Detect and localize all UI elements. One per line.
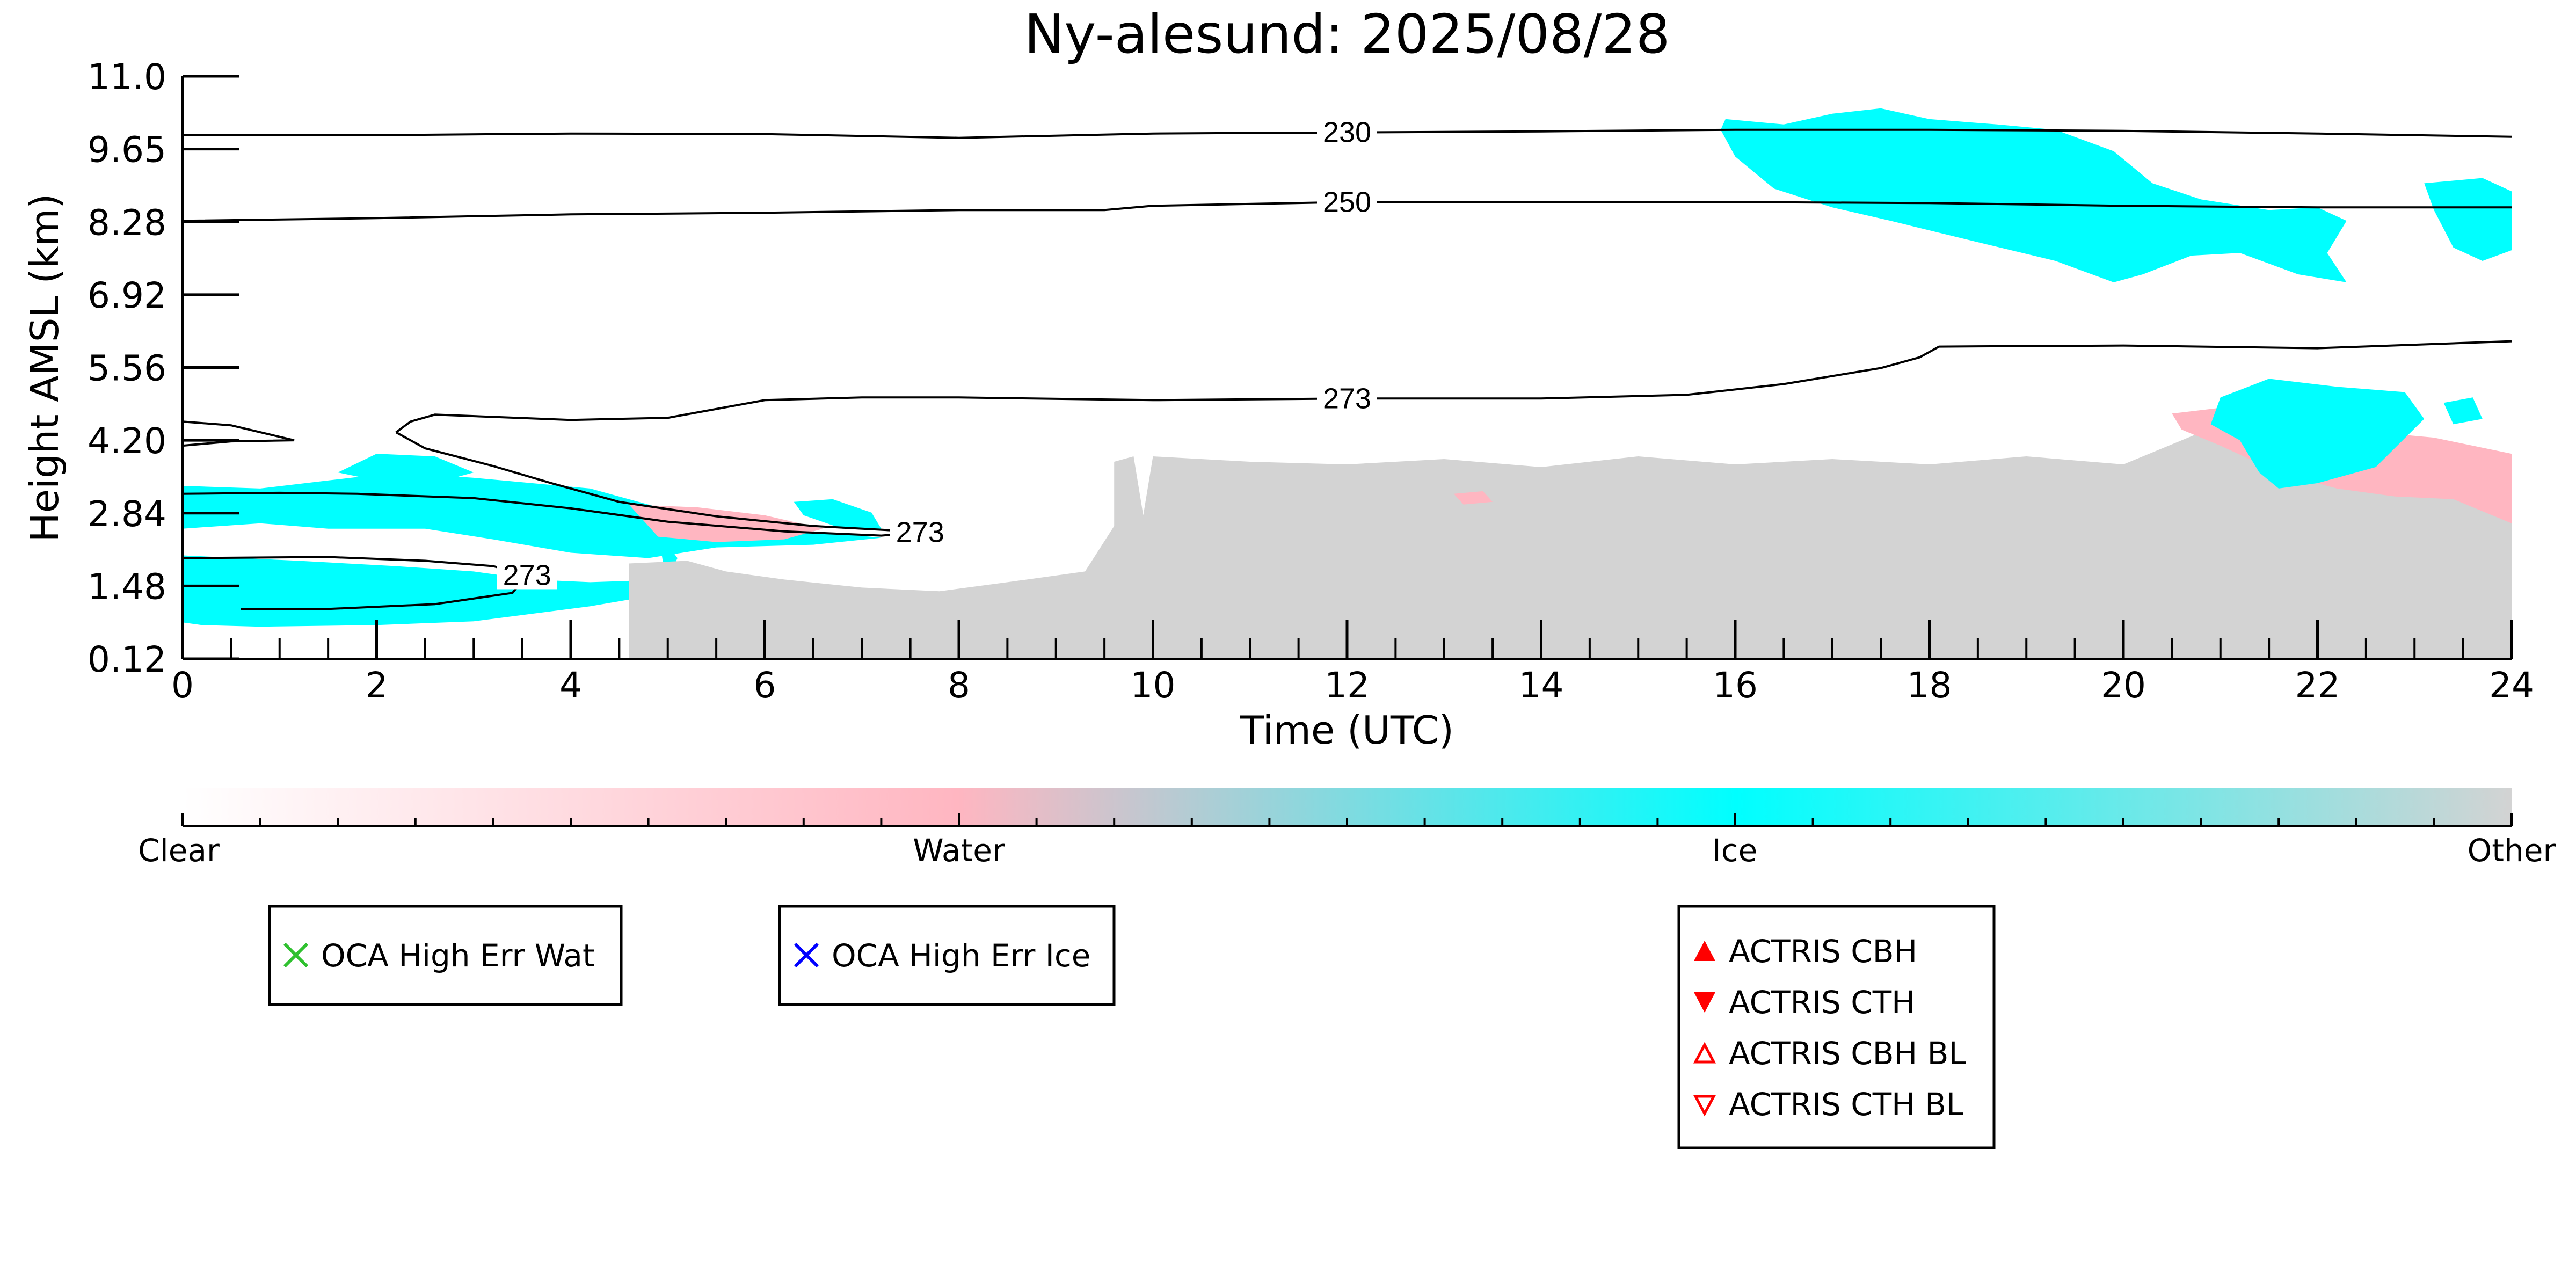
x-tick-label: 2 — [366, 665, 388, 706]
legend-oca-ice: OCA High Err Ice — [778, 905, 1116, 1006]
ice-region — [794, 499, 882, 529]
x-tick-label: 8 — [948, 665, 970, 706]
x-tick-label: 0 — [171, 665, 194, 706]
ice-region — [338, 454, 474, 483]
x-axis-label: Time (UTC) — [1240, 708, 1454, 753]
contour-label: 273 — [1323, 382, 1371, 414]
legend-label: OCA High Err Wat — [321, 937, 595, 974]
x-tick-label: 20 — [2101, 665, 2146, 706]
ice-region — [183, 472, 882, 558]
legend-label: ACTRIS CTH — [1729, 984, 1915, 1021]
legend-box — [268, 905, 623, 1006]
outline-up-triangle-icon — [1693, 1042, 1716, 1064]
contour-label: 250 — [1323, 186, 1371, 218]
legend-label: OCA High Err Ice — [832, 937, 1090, 974]
water-region — [1453, 491, 1493, 505]
colorbar-ticks — [181, 813, 2513, 826]
filled-down-triangle-icon — [1694, 992, 1715, 1013]
y-tick-label: 8.28 — [88, 202, 166, 243]
other-region — [629, 424, 2512, 659]
colorbar-label-ice: Ice — [1712, 832, 1758, 869]
x-tick-label: 10 — [1131, 665, 1176, 706]
ice-region — [2424, 178, 2512, 261]
colorbar-label-clear: Clear — [138, 832, 220, 869]
contour-label-bg — [1317, 185, 1377, 216]
x-tick-label: 12 — [1325, 665, 1370, 706]
outline-down-triangle-icon — [1693, 1095, 1716, 1117]
y-tick-label: 4.20 — [88, 420, 166, 462]
ice-region — [1720, 108, 2347, 282]
x-ticks: 0 2 4 6 8 10 12 14 16 18 20 22 24 — [171, 620, 2534, 706]
y-tick-label: 9.65 — [88, 129, 166, 171]
contour-line — [183, 201, 2512, 222]
water-region — [629, 504, 823, 542]
y-ticks: 0.12 1.48 2.84 4.20 5.56 6.92 8.28 9.65 11.0 — [88, 56, 239, 680]
ice-region — [183, 531, 678, 627]
legend-actris: ACTRIS CBH ACTRIS CTH ACTRIS CBH BL ACTR… — [1677, 905, 1996, 1149]
legend-box — [778, 905, 1116, 1006]
x-tick-label: 4 — [559, 665, 582, 706]
blue-cross-icon — [794, 942, 819, 968]
contour-label-bg — [497, 558, 557, 590]
ice-region — [2443, 397, 2483, 425]
filled-up-triangle-icon — [1694, 941, 1715, 961]
contour-label: 273 — [896, 516, 944, 549]
x-tick-label: 22 — [2295, 665, 2340, 706]
contour-line — [183, 420, 295, 447]
contour-label: 273 — [503, 559, 551, 591]
classification-regions — [183, 108, 2512, 659]
y-tick-label: 6.92 — [88, 275, 166, 316]
x-tick-label: 14 — [1519, 665, 1564, 706]
y-tick-label: 11.0 — [88, 56, 166, 98]
contour-label-bg — [1317, 381, 1377, 413]
contour-label-bg — [890, 515, 950, 547]
legend-oca-water: OCA High Err Wat — [268, 905, 623, 1006]
x-tick-label: 6 — [754, 665, 776, 706]
x-tick-label: 16 — [1713, 665, 1758, 706]
x-tick-label: 24 — [2489, 665, 2534, 706]
green-cross-icon — [283, 942, 309, 968]
y-tick-label: 1.48 — [88, 566, 166, 607]
contour-labels: 230 250 273 273 273 — [497, 115, 1377, 591]
colorbar-label-water: Water — [913, 832, 1005, 869]
legend-label: ACTRIS CTH BL — [1729, 1086, 1963, 1123]
contour-label-bg — [1317, 115, 1377, 147]
legend-box — [1677, 905, 1996, 1149]
contour-label: 230 — [1323, 117, 1371, 149]
legend-label: ACTRIS CBH BL — [1729, 1035, 1966, 1072]
y-tick-label: 5.56 — [88, 348, 166, 389]
y-tick-label: 2.84 — [88, 493, 166, 535]
ice-region — [2210, 379, 2425, 489]
y-axis-label: Height AMSL (km) — [22, 194, 67, 542]
x-tick-label: 18 — [1907, 665, 1952, 706]
y-tick-label: 0.12 — [88, 639, 166, 680]
colorbar-label-other: Other — [2468, 832, 2556, 869]
chart-title: Ny-alesund: 2025/08/28 — [1024, 3, 1670, 66]
colorbar: Clear Water Ice Other — [138, 788, 2556, 869]
legend-label: ACTRIS CBH — [1729, 933, 1917, 970]
